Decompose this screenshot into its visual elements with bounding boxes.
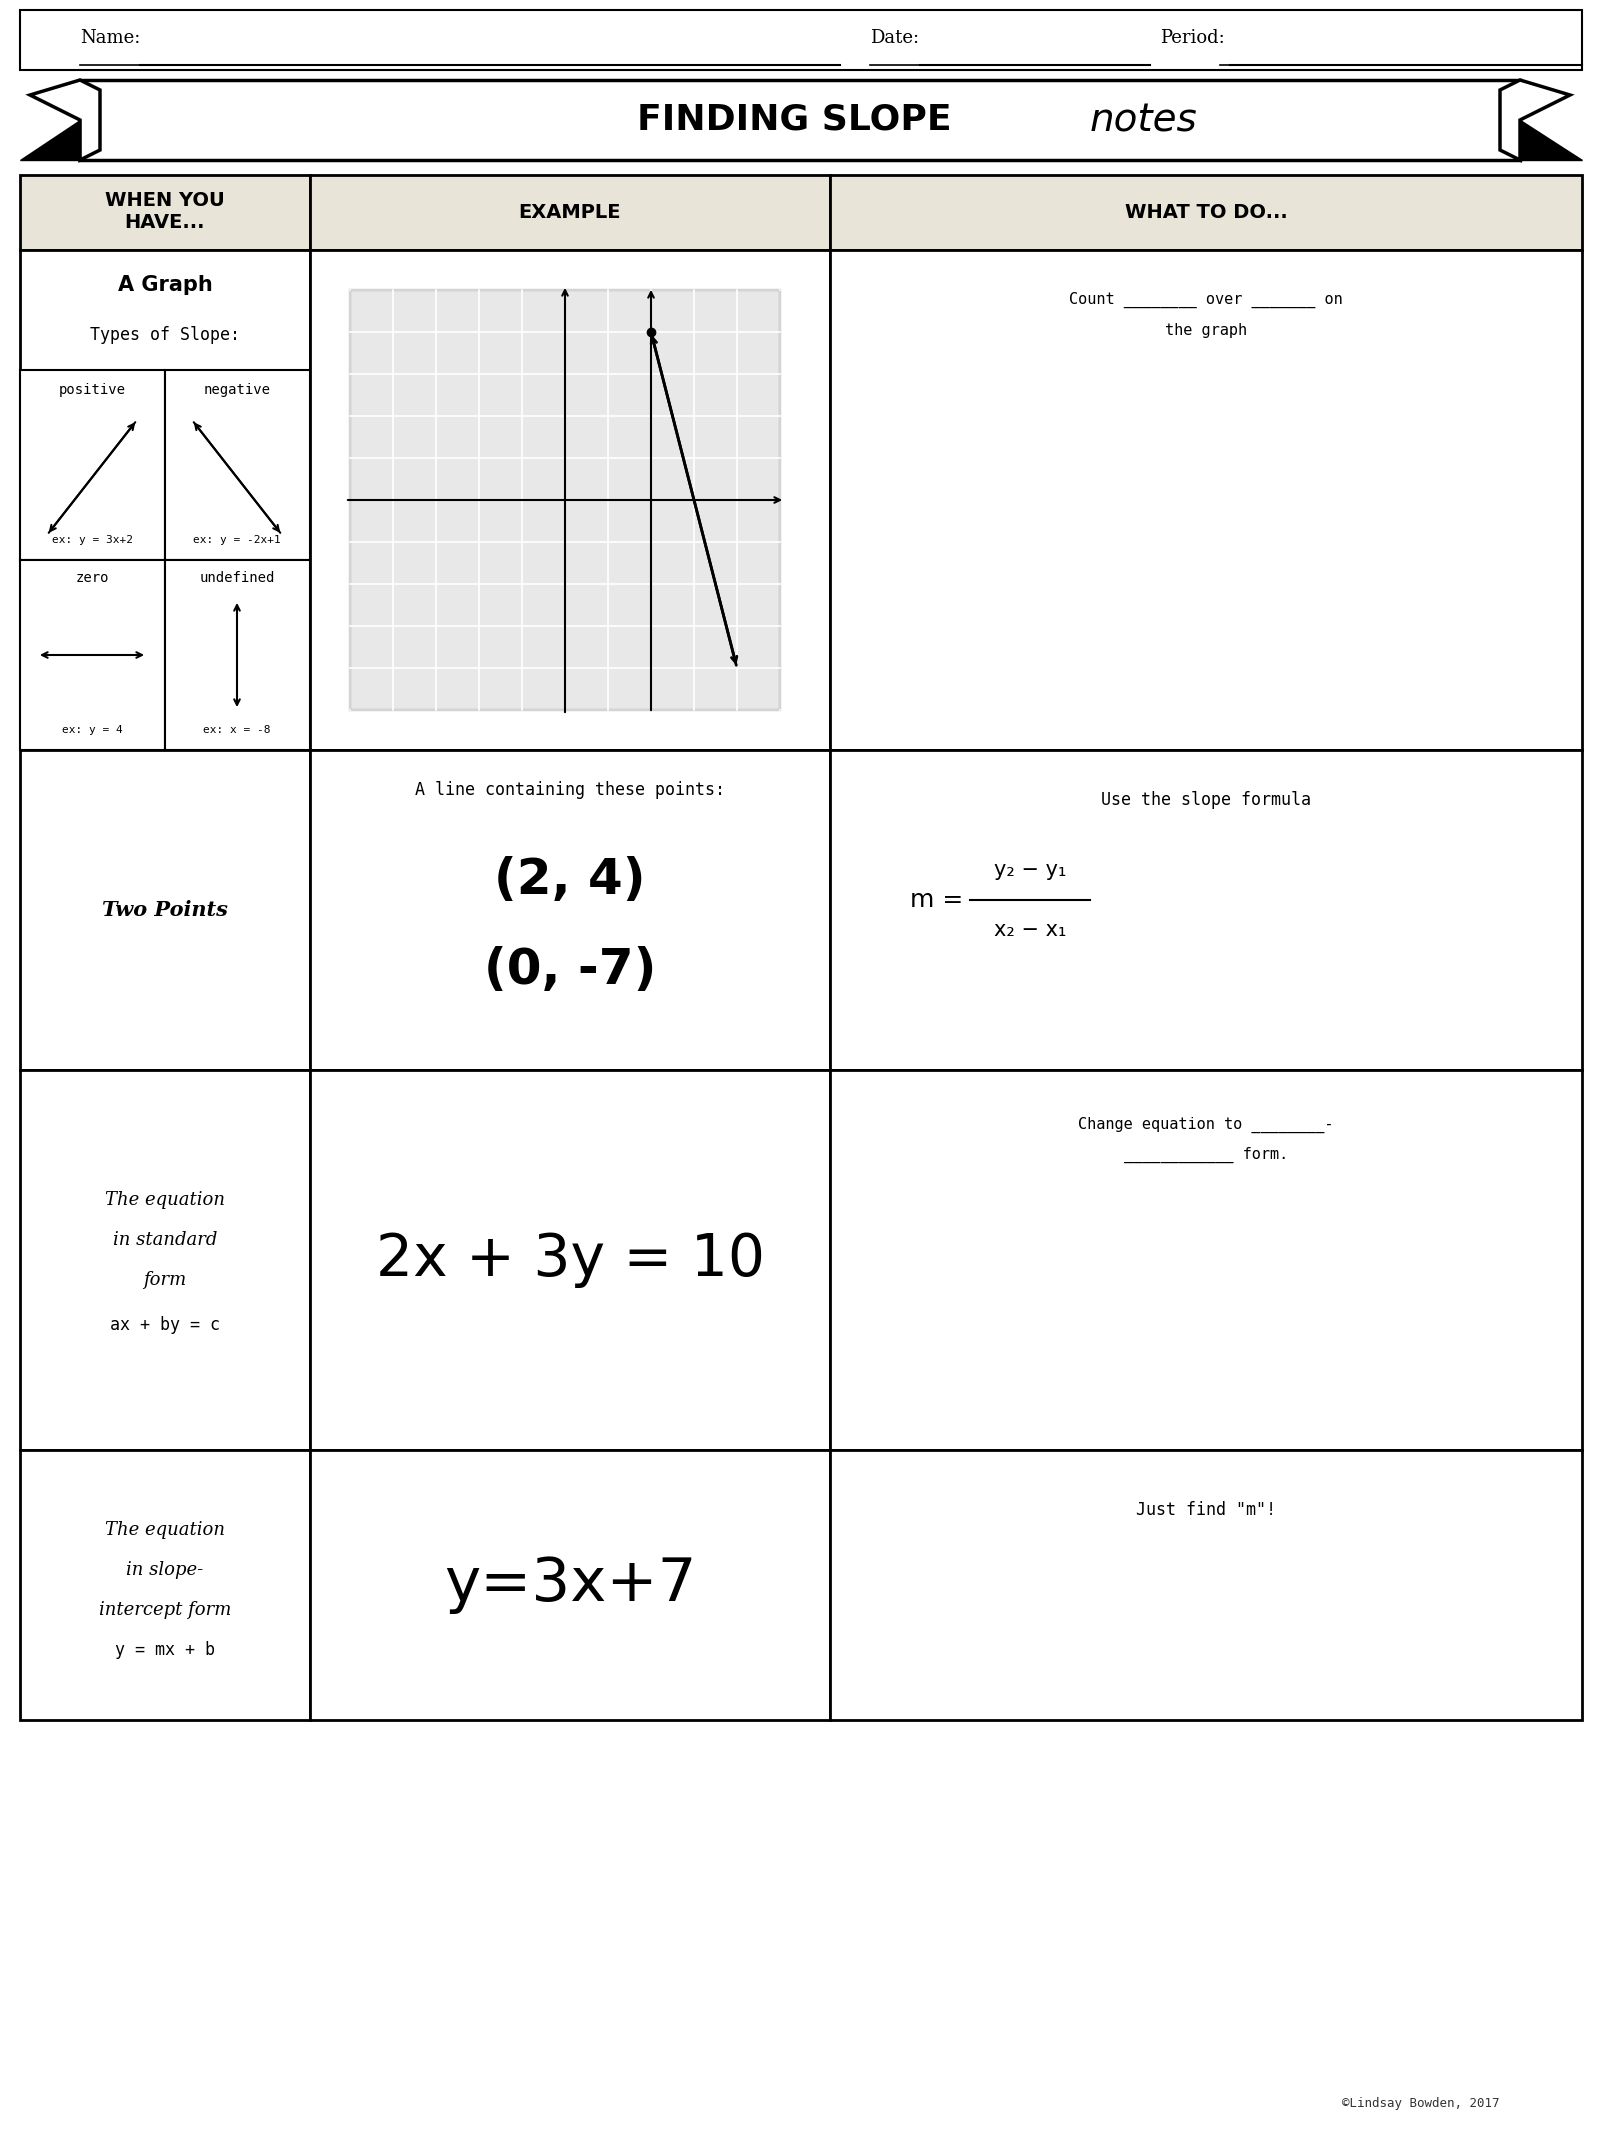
- Text: Just find "m"!: Just find "m"!: [1136, 1502, 1277, 1519]
- Polygon shape: [1520, 120, 1583, 160]
- Text: Types of Slope:: Types of Slope:: [90, 327, 240, 344]
- Text: Name:: Name:: [80, 30, 141, 47]
- Bar: [19, 175, 311, 250]
- Text: ©Lindsay Bowden, 2017: ©Lindsay Bowden, 2017: [1342, 2098, 1499, 2110]
- Text: (0, -7): (0, -7): [484, 946, 657, 993]
- Bar: [19, 370, 165, 560]
- Text: zero: zero: [75, 570, 109, 585]
- Bar: [311, 175, 830, 250]
- Text: Date:: Date:: [870, 30, 920, 47]
- Text: y=3x+7: y=3x+7: [444, 1555, 697, 1615]
- Bar: [830, 175, 1583, 250]
- Text: ex: y = 4: ex: y = 4: [61, 724, 122, 735]
- Bar: [165, 560, 311, 750]
- Text: the graph: the graph: [1165, 323, 1246, 337]
- Text: Period:: Period:: [1160, 30, 1226, 47]
- Bar: [165, 370, 311, 560]
- Text: undefined: undefined: [199, 570, 274, 585]
- Polygon shape: [1499, 79, 1570, 160]
- Text: A Graph: A Graph: [117, 276, 213, 295]
- Bar: [830, 750, 1583, 1070]
- Text: Two Points: Two Points: [103, 899, 227, 921]
- Bar: [311, 1450, 830, 1719]
- Bar: [19, 1450, 311, 1719]
- Text: WHAT TO DO...: WHAT TO DO...: [1125, 203, 1288, 222]
- Text: The equation: The equation: [106, 1521, 224, 1540]
- Text: notes: notes: [1089, 100, 1198, 139]
- Text: positive: positive: [59, 382, 125, 397]
- Polygon shape: [30, 79, 99, 160]
- Text: intercept form: intercept form: [99, 1602, 231, 1619]
- Text: 2x + 3y = 10: 2x + 3y = 10: [375, 1232, 764, 1288]
- Text: negative: negative: [203, 382, 271, 397]
- Polygon shape: [19, 120, 80, 160]
- Text: ____________ form.: ____________ form.: [1125, 1147, 1288, 1164]
- Bar: [349, 290, 780, 709]
- Text: x₂ − x₁: x₂ − x₁: [993, 921, 1067, 940]
- Text: in standard: in standard: [112, 1230, 218, 1250]
- Bar: [311, 1070, 830, 1450]
- Bar: [830, 1070, 1583, 1450]
- Text: form: form: [143, 1271, 186, 1288]
- Text: A line containing these points:: A line containing these points:: [415, 782, 726, 799]
- Text: Change equation to ________-: Change equation to ________-: [1078, 1117, 1334, 1132]
- Text: Use the slope formula: Use the slope formula: [1101, 790, 1310, 810]
- Text: ex: x = -8: ex: x = -8: [203, 724, 271, 735]
- Text: EXAMPLE: EXAMPLE: [519, 203, 622, 222]
- Bar: [80, 79, 1520, 160]
- Bar: [19, 250, 311, 370]
- Bar: [19, 1070, 311, 1450]
- Bar: [311, 750, 830, 1070]
- Text: y = mx + b: y = mx + b: [115, 1640, 215, 1660]
- Text: y₂ − y₁: y₂ − y₁: [993, 861, 1067, 880]
- Text: (2, 4): (2, 4): [495, 857, 646, 904]
- Text: FINDING SLOPE: FINDING SLOPE: [638, 103, 964, 137]
- Text: ax + by = c: ax + by = c: [111, 1316, 219, 1335]
- Text: The equation: The equation: [106, 1192, 224, 1209]
- Bar: [19, 560, 165, 750]
- Text: m =: m =: [910, 889, 963, 912]
- Text: WHEN YOU
HAVE...: WHEN YOU HAVE...: [106, 192, 224, 233]
- Bar: [311, 250, 830, 750]
- Text: Count ________ over _______ on: Count ________ over _______ on: [1069, 293, 1342, 308]
- Bar: [19, 11, 1583, 70]
- Text: in slope-: in slope-: [127, 1561, 203, 1579]
- Bar: [830, 1450, 1583, 1719]
- Bar: [19, 750, 311, 1070]
- Bar: [830, 250, 1583, 750]
- Text: ex: y = 3x+2: ex: y = 3x+2: [51, 534, 133, 545]
- Text: ex: y = -2x+1: ex: y = -2x+1: [194, 534, 280, 545]
